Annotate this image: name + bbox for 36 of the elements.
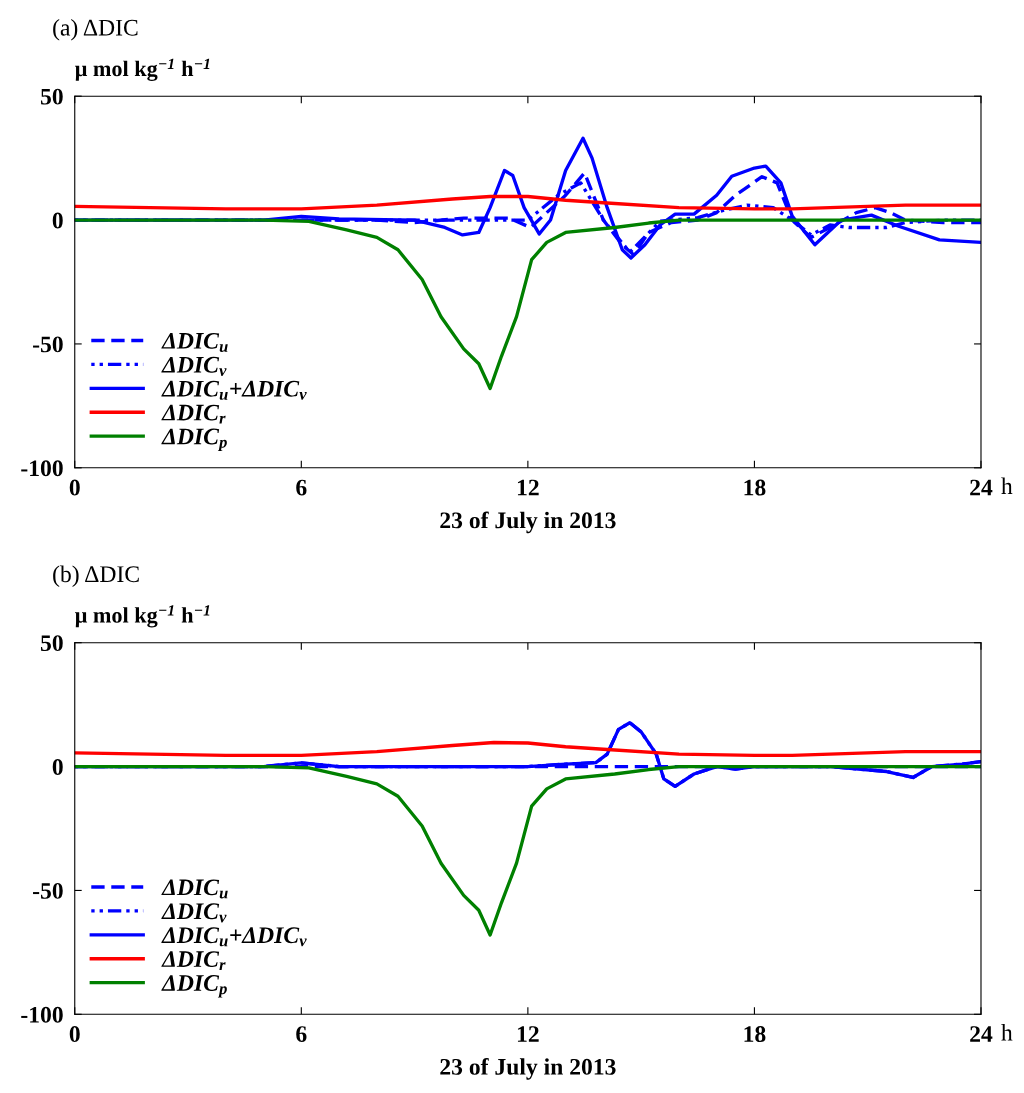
y-tick-label: 50 bbox=[40, 88, 63, 105]
legend-label: ΔDIC$_{u}$ bbox=[161, 879, 228, 899]
x-tick-label: 12 bbox=[517, 479, 539, 496]
y-tick-label: -100 bbox=[21, 1006, 63, 1023]
y-tick-label: 0 bbox=[52, 212, 63, 229]
legend-label: ΔDIC$_{u}$+ΔDIC$_{v}$ bbox=[161, 927, 307, 947]
x-tick-label: 6 bbox=[296, 479, 307, 496]
x-tick-label: 0 bbox=[69, 479, 80, 496]
y-tick-label: -50 bbox=[33, 882, 63, 899]
x-tick-label: 12 bbox=[517, 1026, 539, 1042]
legend-label: ΔDIC$_{u}$ bbox=[161, 332, 228, 353]
text: h bbox=[1001, 477, 1013, 494]
legend-label: ΔDIC$_{v}$ bbox=[161, 356, 227, 376]
y-axis-title: μ mol kg$^{−1}$ h$^{−1}$ bbox=[75, 605, 210, 628]
legend-label: ΔDIC$_{r}$ bbox=[161, 951, 226, 971]
x-axis-title: 23 of July in 2013 bbox=[440, 1057, 616, 1080]
y-tick-label: -100 bbox=[21, 460, 63, 477]
y-tick-label: 0 bbox=[52, 759, 63, 775]
legend-label: ΔDIC$_{p}$ bbox=[161, 428, 227, 452]
y-tick-label: -50 bbox=[33, 336, 63, 353]
x-tick-label: 18 bbox=[744, 1026, 766, 1043]
legend-label: ΔDIC$_{r}$ bbox=[161, 404, 226, 424]
legend-label: ΔDIC$_{u}$+ΔDIC$_{v}$ bbox=[161, 380, 307, 400]
y-axis-title: μ mol kg$^{−1}$ h$^{−1}$ bbox=[75, 58, 210, 81]
x-tick-label: 18 bbox=[744, 479, 766, 496]
text: h bbox=[1001, 1024, 1013, 1041]
x-tick-label: 24 bbox=[970, 479, 993, 496]
chart-title: (b) ΔDIC bbox=[53, 565, 139, 587]
legend-label: ΔDIC$_{v}$ bbox=[161, 903, 227, 923]
y-tick-label: 50 bbox=[40, 635, 63, 652]
x-tick-label: 0 bbox=[69, 1026, 80, 1043]
chart-title: (a) ΔDIC bbox=[53, 19, 138, 41]
x-tick-label: 24 bbox=[970, 1026, 993, 1042]
x-axis-title: 23 of July in 2013 bbox=[440, 511, 616, 534]
x-tick-label: 6 bbox=[296, 1026, 307, 1043]
legend-label: ΔDIC$_{p}$ bbox=[161, 975, 227, 998]
